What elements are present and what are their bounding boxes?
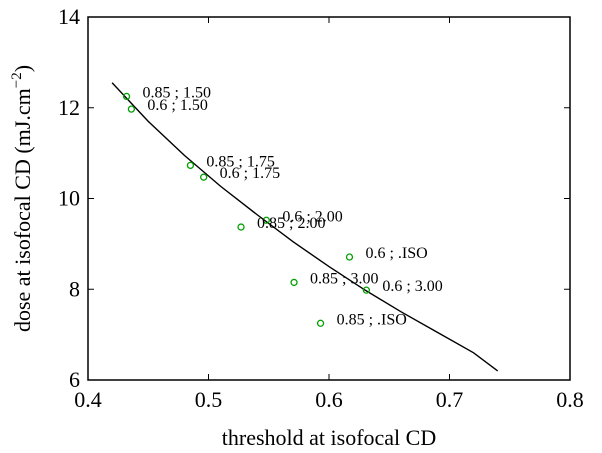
data-point xyxy=(127,105,136,113)
data-points xyxy=(122,92,371,327)
y-axis-label-main: dose at isofocal CD (mJ.cm xyxy=(10,88,35,332)
x-tick-labels: 0.4 0.5 0.6 0.7 0.8 xyxy=(74,387,584,412)
x-axis-label: threshold at isofocal CD xyxy=(222,425,436,450)
data-point xyxy=(122,92,131,101)
x-tick-label: 0.8 xyxy=(556,387,584,412)
x-tick-label: 0.4 xyxy=(74,387,102,412)
y-tick-labels: 6 8 10 12 14 xyxy=(58,4,80,392)
data-point-label: 0.6 ; .ISO xyxy=(365,245,427,262)
data-point-label: 0.6 ; 1.50 xyxy=(147,97,207,114)
data-point-label: 0.6 ; 2.00 xyxy=(282,208,342,225)
axis-ticks xyxy=(87,16,571,381)
data-point-label: 0.85 ; 2.00 xyxy=(257,215,325,232)
plot-frame xyxy=(87,16,571,381)
data-point xyxy=(345,253,354,261)
data-point xyxy=(186,161,195,170)
fit-line xyxy=(111,82,499,372)
data-point xyxy=(316,319,325,327)
y-tick-label: 6 xyxy=(69,367,80,392)
y-tick-label: 14 xyxy=(58,4,80,29)
data-point xyxy=(362,286,371,294)
y-axis-label: dose at isofocal CD (mJ.cm−2) xyxy=(9,65,35,332)
y-axis-label-close: ) xyxy=(10,65,35,72)
y-tick-label: 8 xyxy=(69,276,80,301)
data-point xyxy=(262,216,270,224)
data-point xyxy=(237,223,245,231)
data-point-label: 0.85 ; 1.50 xyxy=(143,84,211,101)
x-tick-label: 0.7 xyxy=(436,387,464,412)
data-point-label: 0.85 ; .ISO xyxy=(337,311,407,328)
y-tick-label: 10 xyxy=(58,186,80,211)
data-point-label: 0.6 ; 3.00 xyxy=(382,278,442,295)
data-point xyxy=(200,173,208,181)
x-tick-label: 0.6 xyxy=(315,387,343,412)
point-labels: 0.85 ; 1.500.6 ; 1.50 0.85 ; 1.750.6 ; 1.… xyxy=(143,84,443,328)
data-point-label: 0.85 ; 1.75 xyxy=(206,153,274,170)
data-point-label: 0.85 ; 3.00 xyxy=(310,270,378,287)
y-tick-label: 12 xyxy=(58,95,80,120)
y-axis-label-superscript: −2 xyxy=(9,72,25,88)
x-tick-label: 0.5 xyxy=(195,387,223,412)
data-point xyxy=(290,278,298,287)
data-point-label: 0.6 ; 1.75 xyxy=(220,165,280,182)
